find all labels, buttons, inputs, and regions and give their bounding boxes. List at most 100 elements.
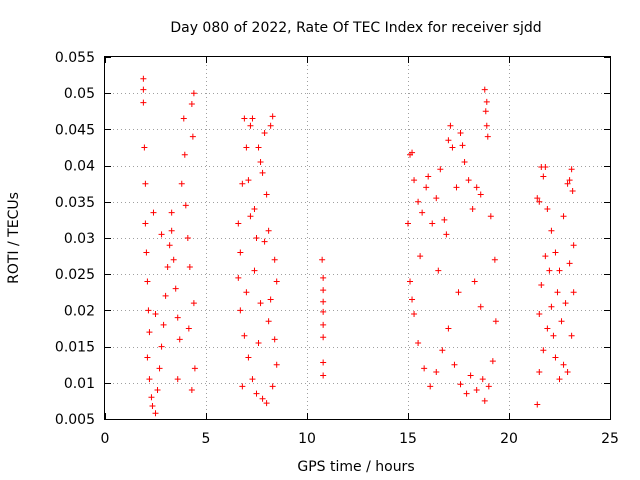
data-point — [190, 300, 197, 307]
data-point — [484, 133, 491, 140]
data-point — [489, 358, 496, 365]
data-point — [467, 372, 474, 379]
data-point — [492, 318, 499, 325]
data-point — [255, 339, 262, 346]
x-tick-label: 5 — [202, 431, 211, 447]
data-point — [149, 402, 156, 409]
axis-ticks — [105, 57, 611, 420]
data-point — [162, 292, 169, 299]
data-point — [184, 235, 191, 241]
data-point — [186, 263, 193, 270]
data-point — [463, 390, 470, 397]
data-point — [180, 115, 187, 122]
data-point — [540, 173, 547, 180]
data-point — [417, 253, 424, 260]
data-point — [140, 75, 147, 82]
data-point — [235, 274, 242, 281]
data-point — [168, 227, 175, 234]
data-point — [164, 263, 171, 270]
data-point — [471, 278, 478, 285]
data-point — [473, 387, 480, 394]
data-point — [481, 397, 488, 404]
data-point — [249, 376, 256, 383]
data-point — [560, 213, 567, 220]
data-point — [569, 187, 576, 194]
data-point — [188, 101, 195, 108]
data-point — [542, 164, 549, 171]
data-point — [457, 130, 464, 137]
data-point — [140, 86, 147, 93]
y-tick-label: 0.02 — [64, 303, 95, 319]
data-point — [259, 395, 266, 402]
data-point — [447, 122, 454, 129]
data-point — [261, 130, 268, 137]
data-point — [156, 365, 163, 372]
data-point — [564, 180, 571, 187]
x-axis-label: GPS time / hours — [297, 459, 414, 475]
data-point — [320, 308, 327, 315]
data-point — [190, 90, 197, 97]
data-point — [182, 202, 189, 209]
data-point — [455, 289, 462, 296]
data-point — [267, 122, 274, 129]
data-point — [437, 166, 444, 173]
data-point — [538, 282, 545, 289]
data-point — [170, 256, 177, 263]
data-point — [237, 307, 244, 314]
data-point — [558, 318, 565, 325]
y-tick-label: 0.015 — [55, 340, 95, 356]
data-point — [481, 86, 488, 93]
data-point — [263, 400, 270, 407]
data-point — [568, 166, 575, 173]
data-point — [479, 376, 486, 383]
data-point — [445, 325, 452, 332]
data-point — [560, 361, 567, 368]
data-point — [237, 249, 244, 256]
data-point — [265, 318, 272, 325]
data-point — [485, 383, 492, 390]
data-point — [443, 231, 450, 238]
data-point — [550, 332, 557, 339]
data-point — [405, 220, 411, 227]
data-point — [465, 177, 472, 184]
data-point — [548, 227, 555, 234]
data-point — [265, 227, 272, 234]
data-point — [243, 289, 250, 296]
x-tick-label: 0 — [101, 431, 110, 447]
data-point — [239, 383, 246, 390]
data-point — [257, 300, 264, 307]
data-point — [152, 311, 159, 318]
data-point — [433, 195, 440, 202]
data-point — [251, 206, 258, 213]
data-point — [241, 115, 248, 122]
series-4 — [405, 86, 499, 404]
x-tick-label: 15 — [399, 431, 417, 447]
data-point — [174, 314, 181, 321]
data-point — [570, 242, 577, 249]
data-point — [146, 376, 153, 383]
y-axis-label: ROTI / TECUs — [6, 192, 22, 284]
data-point — [483, 122, 490, 129]
data-point — [482, 108, 489, 115]
data-point — [166, 242, 173, 249]
data-point — [191, 365, 198, 372]
data-point — [160, 321, 167, 328]
data-point — [188, 387, 195, 394]
data-point — [148, 394, 155, 401]
y-tick-label: 0.035 — [55, 195, 95, 211]
data-point — [320, 321, 327, 328]
data-point — [150, 209, 157, 216]
data-point — [319, 256, 326, 263]
y-tick-label: 0.05 — [64, 86, 95, 102]
y-tick-label: 0.025 — [55, 267, 95, 283]
data-points — [140, 75, 577, 417]
data-point — [172, 285, 179, 292]
data-point — [271, 336, 278, 343]
data-point — [477, 303, 484, 310]
data-point — [423, 184, 430, 191]
data-point — [239, 180, 246, 187]
plot-frame — [104, 56, 611, 420]
data-point — [441, 216, 448, 223]
x-tick-labels: 0 5 10 15 20 25 — [101, 431, 619, 447]
data-point — [459, 142, 466, 149]
